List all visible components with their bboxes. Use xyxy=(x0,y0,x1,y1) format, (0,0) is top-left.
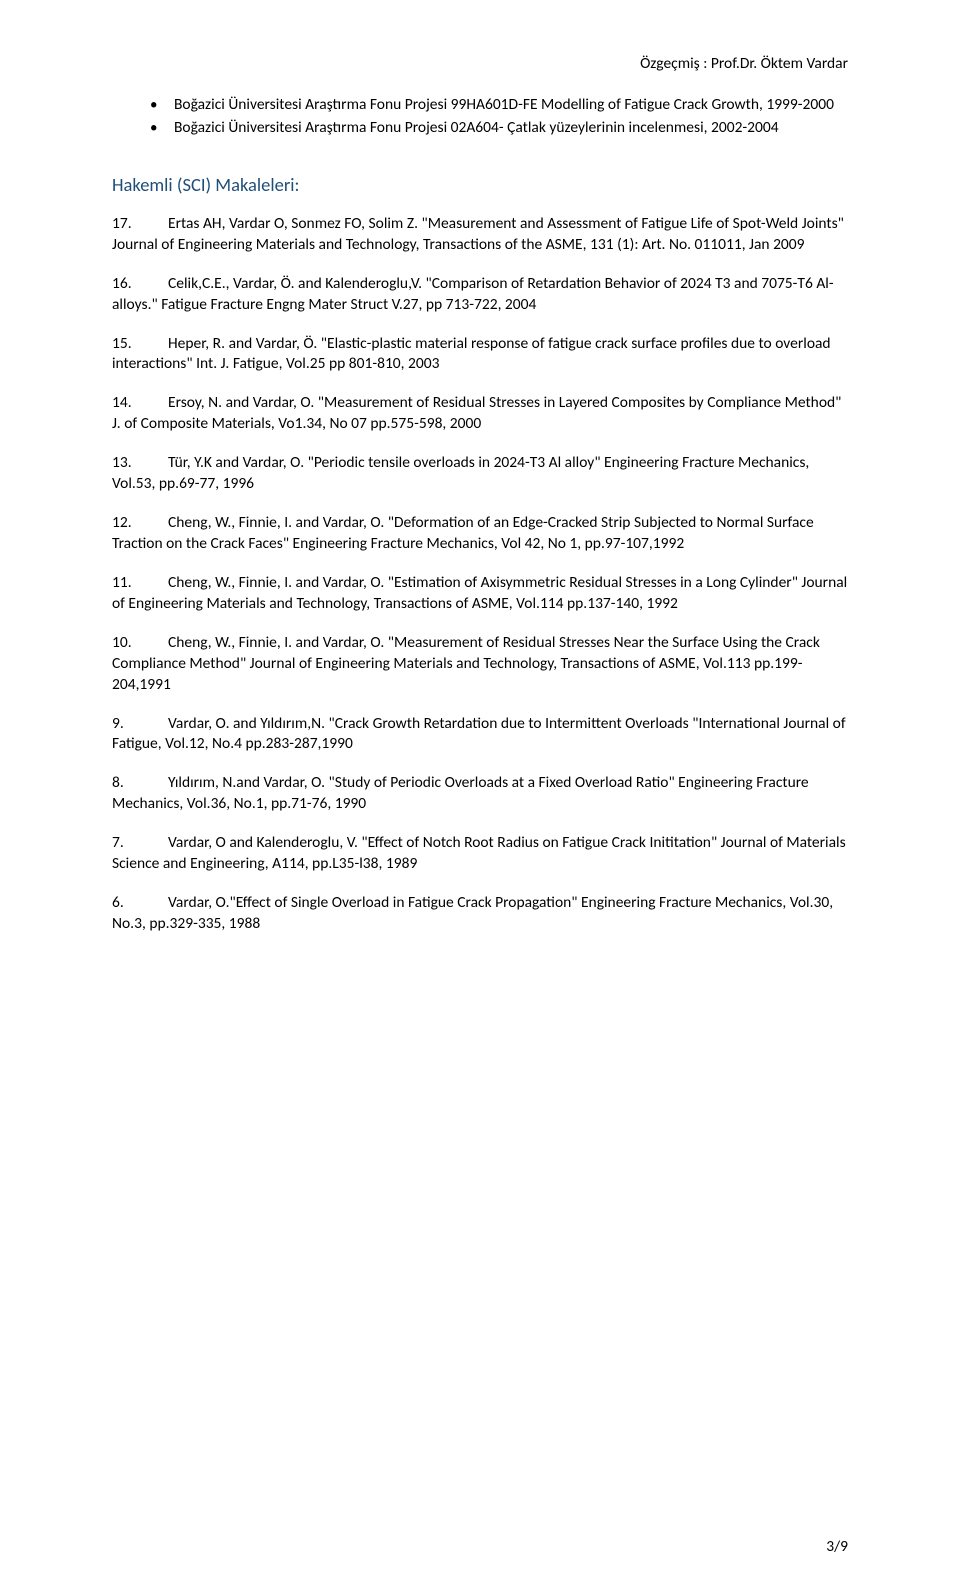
entry-text: Tür, Y.K and Vardar, O. "Periodic tensil… xyxy=(112,453,809,493)
publication-entry: 6.Vardar, O."Effect of Single Overload i… xyxy=(112,893,848,935)
bullet-list: • Boğazici Üniversitesi Araştırma Fonu P… xyxy=(150,95,848,139)
document-page: Özgeçmiş : Prof.Dr. Öktem Vardar • Boğaz… xyxy=(0,0,960,1588)
entry-number: 14. xyxy=(112,393,168,414)
entry-number: 13. xyxy=(112,453,168,474)
entry-number: 9. xyxy=(112,714,168,735)
entry-number: 8. xyxy=(112,773,168,794)
entry-number: 10. xyxy=(112,633,168,654)
publication-entry: 14.Ersoy, N. and Vardar, O. "Measurement… xyxy=(112,393,848,435)
header-author: Özgeçmiş : Prof.Dr. Öktem Vardar xyxy=(112,54,848,73)
entry-text: Cheng, W., Finnie, I. and Vardar, O. "Es… xyxy=(112,573,847,613)
bullet-icon: • xyxy=(150,95,174,116)
entry-text: Ertas AH, Vardar O, Sonmez FO, Solim Z. … xyxy=(112,214,844,254)
publication-entry: 9.Vardar, O. and Yıldırım,N. "Crack Grow… xyxy=(112,714,848,756)
entry-text: Vardar, O. and Yıldırım,N. "Crack Growth… xyxy=(112,714,846,754)
publication-entry: 12.Cheng, W., Finnie, I. and Vardar, O. … xyxy=(112,513,848,555)
publication-entry: 17.Ertas AH, Vardar O, Sonmez FO, Solim … xyxy=(112,214,848,256)
entry-number: 11. xyxy=(112,573,168,594)
entry-text: Vardar, O and Kalenderoglu, V. "Effect o… xyxy=(112,833,846,873)
entry-number: 12. xyxy=(112,513,168,534)
entry-text: Cheng, W., Finnie, I. and Vardar, O. "De… xyxy=(112,513,814,553)
entry-number: 17. xyxy=(112,214,168,235)
bullet-item: • Boğazici Üniversitesi Araştırma Fonu P… xyxy=(150,118,848,139)
entry-text: Celik,C.E., Vardar, Ö. and Kalenderoglu,… xyxy=(112,274,834,314)
entry-number: 15. xyxy=(112,334,168,355)
publication-entry: 11.Cheng, W., Finnie, I. and Vardar, O. … xyxy=(112,573,848,615)
bullet-text: Boğazici Üniversitesi Araştırma Fonu Pro… xyxy=(174,118,848,139)
entry-text: Yıldırım, N.and Vardar, O. "Study of Per… xyxy=(112,773,809,813)
entry-number: 16. xyxy=(112,274,168,295)
publication-entry: 15.Heper, R. and Vardar, Ö. "Elastic-pla… xyxy=(112,334,848,376)
entry-text: Heper, R. and Vardar, Ö. "Elastic-plasti… xyxy=(112,334,831,374)
publication-entry: 7.Vardar, O and Kalenderoglu, V. "Effect… xyxy=(112,833,848,875)
bullet-icon: • xyxy=(150,118,174,139)
section-heading: Hakemli (SCI) Makaleleri: xyxy=(112,173,848,196)
bullet-item: • Boğazici Üniversitesi Araştırma Fonu P… xyxy=(150,95,848,116)
entry-number: 6. xyxy=(112,893,168,914)
entry-number: 7. xyxy=(112,833,168,854)
entry-text: Cheng, W., Finnie, I. and Vardar, O. "Me… xyxy=(112,633,820,694)
entry-text: Ersoy, N. and Vardar, O. "Measurement of… xyxy=(112,393,841,433)
publication-entry: 16.Celik,C.E., Vardar, Ö. and Kalenderog… xyxy=(112,274,848,316)
publication-entry: 10.Cheng, W., Finnie, I. and Vardar, O. … xyxy=(112,633,848,696)
publication-entry: 8.Yıldırım, N.and Vardar, O. "Study of P… xyxy=(112,773,848,815)
page-number: 3/9 xyxy=(826,1537,848,1556)
bullet-text: Boğazici Üniversitesi Araştırma Fonu Pro… xyxy=(174,95,848,116)
entry-text: Vardar, O."Effect of Single Overload in … xyxy=(112,893,833,933)
publication-entry: 13.Tür, Y.K and Vardar, O. "Periodic ten… xyxy=(112,453,848,495)
